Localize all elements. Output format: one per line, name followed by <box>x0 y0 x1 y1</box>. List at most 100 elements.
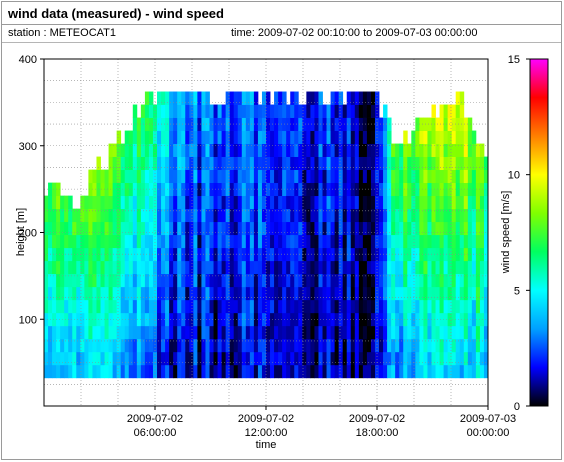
heatmap-cell <box>48 299 53 314</box>
heatmap-cell <box>221 234 227 249</box>
heatmap-cell <box>173 273 178 288</box>
heatmap-cell <box>241 234 247 249</box>
heatmap-cell <box>157 364 162 379</box>
heatmap-cell <box>217 299 222 314</box>
heatmap-cell <box>144 273 150 288</box>
heatmap-cell <box>96 195 101 210</box>
heatmap-cell <box>72 351 77 366</box>
heatmap-cell <box>370 273 376 288</box>
heatmap-cell <box>261 221 267 236</box>
heatmap-cell <box>310 104 315 118</box>
heatmap-cell <box>56 247 61 262</box>
heatmap-cell <box>225 351 231 366</box>
heatmap-cell <box>286 286 291 301</box>
heatmap-cell <box>261 169 267 184</box>
heatmap-cell <box>197 364 202 379</box>
heatmap-cell <box>213 338 218 353</box>
heatmap-cell <box>92 312 97 327</box>
heatmap-cell <box>189 143 194 157</box>
heatmap-cell <box>366 117 372 131</box>
heatmap-cell <box>463 299 469 314</box>
heatmap-cell <box>379 143 384 157</box>
heatmap-cell <box>274 182 279 197</box>
heatmap-cell <box>249 299 255 314</box>
x-tick-time: 00:00:00 <box>467 427 510 439</box>
heatmap-cell <box>399 221 404 236</box>
heatmap-cell <box>483 351 489 366</box>
heatmap-cell <box>383 117 388 131</box>
heatmap-cell <box>241 247 247 262</box>
heatmap-cell <box>44 195 49 210</box>
heatmap-cell <box>326 312 331 327</box>
heatmap-cell <box>314 364 319 379</box>
heatmap-cell <box>266 364 271 379</box>
heatmap-cell <box>233 208 239 223</box>
heatmap-cell <box>140 143 146 157</box>
heatmap-cell <box>233 325 239 340</box>
heatmap-cell <box>419 117 424 131</box>
heatmap-cell <box>318 156 323 170</box>
heatmap-cell <box>72 260 77 275</box>
heatmap-cell <box>120 273 126 288</box>
heatmap-cell <box>209 117 214 131</box>
heatmap-cell <box>423 169 428 184</box>
heatmap-cell <box>181 260 186 275</box>
heatmap-cell <box>148 182 154 197</box>
heatmap-cell <box>447 156 453 170</box>
heatmap-cell <box>136 234 142 249</box>
heatmap-cell <box>431 221 436 236</box>
heatmap-cell <box>290 338 295 353</box>
heatmap-cell <box>249 234 255 249</box>
heatmap-cell <box>483 338 489 353</box>
heatmap-cell <box>120 208 126 223</box>
heatmap-cell <box>431 247 436 262</box>
heatmap-cell <box>161 234 166 249</box>
heatmap-cell <box>132 286 138 301</box>
heatmap-cell <box>483 208 489 223</box>
heatmap-cell <box>346 208 352 223</box>
heatmap-cell <box>455 325 461 340</box>
heatmap-cell <box>64 195 69 210</box>
heatmap-cell <box>241 156 247 170</box>
heatmap-cell <box>209 104 214 118</box>
heatmap-cell <box>479 208 485 223</box>
heatmap-cell <box>68 338 73 353</box>
heatmap-cell <box>76 234 81 249</box>
heatmap-cell <box>144 182 150 197</box>
heatmap-cell <box>88 221 93 236</box>
heatmap-cell <box>266 182 271 197</box>
heatmap-cell <box>463 364 469 379</box>
heatmap-cell <box>318 221 323 236</box>
heatmap-cell <box>64 299 69 314</box>
heatmap-cell <box>217 195 222 210</box>
heatmap-cell <box>391 143 396 157</box>
heatmap-cell <box>148 156 154 170</box>
heatmap-cell <box>467 260 473 275</box>
heatmap-cell <box>427 312 432 327</box>
heatmap-cell <box>148 299 154 314</box>
heatmap-cell <box>411 130 416 144</box>
heatmap-cell <box>140 130 146 144</box>
heatmap-cell <box>278 351 283 366</box>
heatmap-cell <box>249 260 255 275</box>
heatmap-cell <box>56 182 61 197</box>
heatmap-cell <box>76 221 81 236</box>
heatmap-cell <box>76 325 81 340</box>
heatmap-cell <box>201 325 206 340</box>
heatmap-cell <box>290 286 295 301</box>
heatmap-cell <box>362 143 368 157</box>
heatmap-cell <box>140 299 146 314</box>
heatmap-cell <box>140 156 146 170</box>
heatmap-cell <box>471 169 477 184</box>
heatmap-cell <box>439 117 444 131</box>
heatmap-cell <box>266 286 271 301</box>
heatmap-cell <box>64 260 69 275</box>
heatmap-cell <box>391 234 396 249</box>
heatmap-cell <box>270 169 275 184</box>
heatmap-cell <box>185 208 190 223</box>
heatmap-cell <box>245 299 251 314</box>
heatmap-cell <box>205 325 210 340</box>
heatmap-cell <box>173 117 178 131</box>
heatmap-cell <box>128 364 134 379</box>
heatmap-cell <box>447 208 453 223</box>
